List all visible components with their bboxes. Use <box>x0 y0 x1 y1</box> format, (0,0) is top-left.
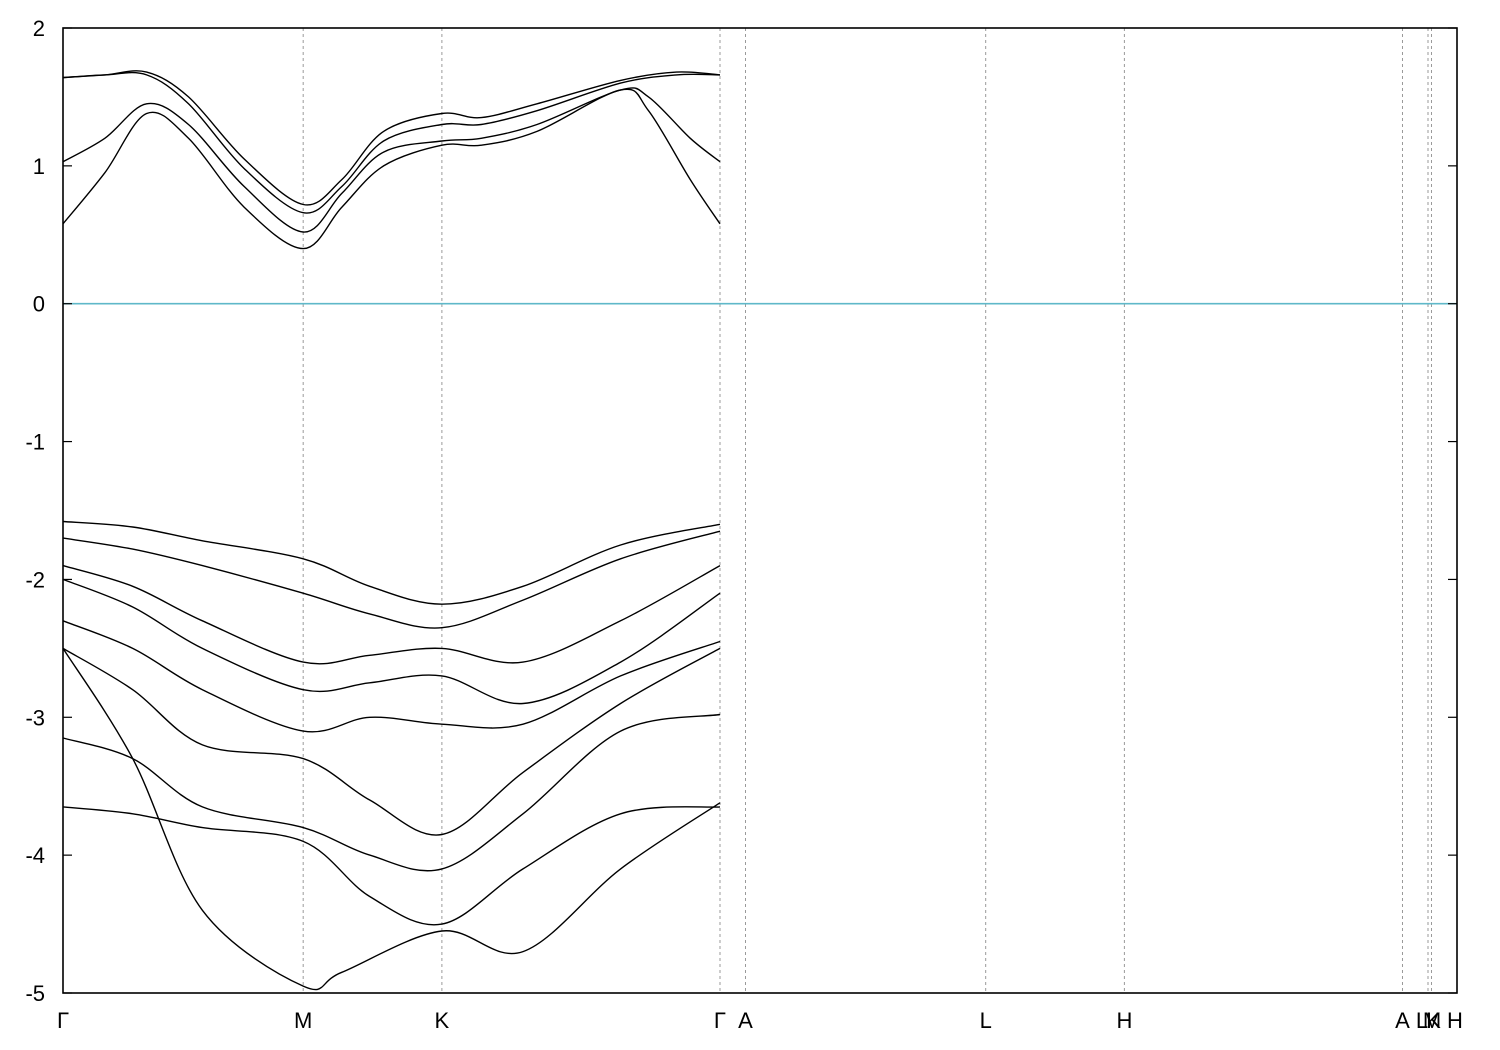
y-tick-label: 0 <box>33 292 45 317</box>
plot-border <box>62 27 1458 994</box>
y-tick-label: 2 <box>33 16 45 41</box>
band-line <box>62 70 721 206</box>
x-kpoint-label: A <box>738 1008 753 1033</box>
x-kpoint-label: K <box>435 1008 450 1033</box>
band-line <box>62 564 721 665</box>
x-kpoint-label: M <box>1423 1008 1441 1033</box>
band-lines <box>62 70 721 991</box>
plot-frame <box>62 27 1458 994</box>
x-kpoint-label: A <box>1395 1008 1410 1033</box>
band-line <box>62 806 721 926</box>
x-kpoint-label: H <box>1116 1008 1132 1033</box>
y-tick-label: -4 <box>25 843 45 868</box>
band-line <box>62 520 721 605</box>
y-tick-label: -5 <box>25 981 45 1006</box>
x-kpoint-label: M <box>294 1008 312 1033</box>
band-line <box>62 648 721 991</box>
band-line <box>62 620 721 733</box>
y-axis-ticks: 2 1 0 -1 -2 -3 -4 -5 <box>25 16 1457 1006</box>
kpoint-grid-lines <box>302 28 1432 993</box>
x-kpoint-label: L <box>1416 1008 1428 1033</box>
x-axis-kpoint-labels: Γ M K Γ A L H A LMK H <box>57 1008 1463 1033</box>
y-tick-label: -3 <box>25 705 45 730</box>
band-line <box>62 530 721 629</box>
band-line <box>62 87 721 233</box>
band-line <box>62 713 721 872</box>
band-line <box>62 71 721 214</box>
x-kpoint-label: H <box>1447 1008 1463 1033</box>
band-line <box>62 647 721 836</box>
band-line <box>62 578 721 705</box>
y-tick-label: -2 <box>25 567 45 592</box>
y-tick-label: 1 <box>33 154 45 179</box>
band-line <box>62 88 721 250</box>
x-kpoint-label: Γ <box>714 1008 726 1033</box>
x-kpoint-label: L <box>980 1008 992 1033</box>
x-kpoint-label: Γ <box>57 1008 69 1033</box>
y-tick-label: -1 <box>25 430 45 455</box>
x-kpoint-label: K <box>1426 1008 1441 1033</box>
